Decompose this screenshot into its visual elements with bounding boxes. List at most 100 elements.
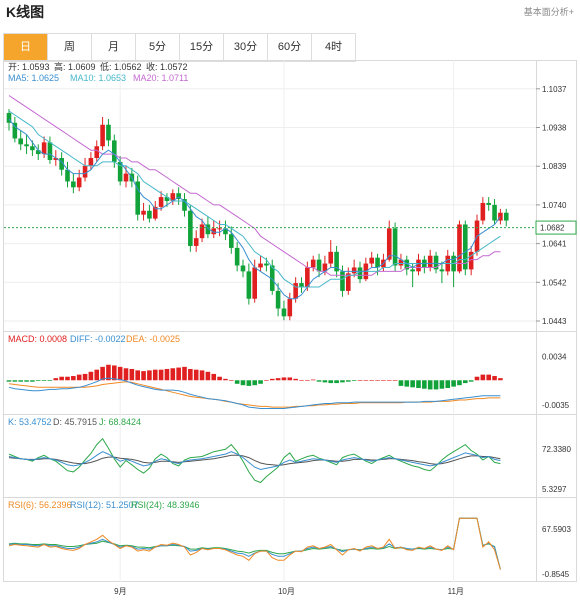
close-label: 收: 1.0572 [146, 61, 188, 72]
price-tick-label: 1.0938 [542, 124, 567, 133]
candle-body [252, 267, 257, 299]
macd-bar [141, 371, 146, 381]
tab-week[interactable]: 周 [47, 34, 91, 61]
candle-body [269, 265, 275, 291]
macd-bar [404, 380, 410, 387]
candle-body [158, 197, 164, 207]
candle-body [480, 202, 486, 221]
candle-body [223, 228, 228, 235]
macd-bar [47, 380, 53, 381]
macd-bar [422, 380, 427, 389]
diff-legend: DIFF: -0.0022 [70, 334, 126, 344]
open-label: 开: 1.0593 [8, 62, 50, 72]
candle-body [346, 273, 351, 291]
candle-body [94, 146, 100, 158]
candle-body [246, 271, 252, 299]
macd-bar [433, 380, 439, 390]
candle-body [211, 228, 217, 235]
macd-bar [76, 374, 82, 381]
tab-60min[interactable]: 60分 [267, 34, 311, 61]
kdj-tick-label: 72.3380 [542, 445, 571, 454]
macd-bar [492, 376, 497, 381]
macd-bar [480, 374, 486, 381]
macd-bar [363, 380, 369, 381]
fundamental-analysis-link[interactable]: 基本面分析+ [523, 7, 574, 17]
dea-line [8, 381, 501, 408]
candle-body [170, 193, 176, 201]
macd-bar [106, 364, 111, 381]
candle-body [240, 265, 246, 272]
dea-legend: DEA: -0.0025 [126, 334, 180, 344]
tab-15min[interactable]: 15分 [179, 34, 223, 61]
candle-body [305, 267, 310, 287]
macd-bar [205, 371, 211, 381]
macd-bar [305, 380, 310, 381]
tab-month[interactable]: 月 [91, 34, 135, 61]
candle-body [53, 158, 59, 160]
candle-body [234, 247, 240, 266]
kdj-tick-label: 5.3297 [542, 485, 567, 494]
macd-panel [6, 364, 503, 409]
candle-body [30, 146, 35, 151]
candle-body [193, 238, 199, 246]
y-axis-labels: 1.1037 1.0938 1.0839 1.0740 1.0641 1.0542 1.04… [536, 85, 571, 579]
j-line [8, 437, 501, 484]
candle-body [106, 124, 111, 141]
candle-body [71, 181, 76, 188]
macd-bar [82, 373, 88, 381]
macd-bar [351, 380, 357, 381]
macd-bar [340, 380, 345, 383]
candle-body [164, 197, 170, 201]
macd-bar [468, 380, 474, 382]
rsi-tick-label: -0.8545 [542, 570, 570, 579]
macd-bar [94, 369, 100, 381]
candle-body [468, 251, 474, 270]
price-tick-label: 1.0542 [542, 278, 567, 287]
macd-bar [59, 376, 64, 381]
candle-body [275, 290, 281, 309]
macd-bar [486, 374, 491, 381]
ma5-line [8, 118, 501, 300]
tab-4hour[interactable]: 4时 [311, 34, 355, 61]
macd-bar [223, 378, 228, 381]
tab-5min[interactable]: 5分 [135, 34, 179, 61]
macd-bar [117, 366, 123, 381]
candle-body [47, 142, 53, 160]
candle-body [123, 173, 129, 182]
x-tick-label: 11月 [448, 587, 464, 596]
high-label: 高: 1.0609 [54, 61, 96, 72]
x-tick-label: 9月 [114, 587, 126, 596]
candle-body [457, 224, 462, 272]
candle-body [392, 228, 398, 266]
macd-bar [217, 376, 222, 381]
macd-legend: MACD: 0.0008 [8, 334, 67, 344]
tab-30min[interactable]: 30分 [223, 34, 267, 61]
candle-body [258, 263, 263, 268]
macd-bar [498, 378, 503, 381]
candle-body [492, 204, 497, 221]
candle-body [152, 206, 158, 219]
tab-day[interactable]: 日 [3, 34, 47, 61]
candle-body [35, 150, 41, 155]
rsi-panel [8, 517, 501, 570]
macd-bar [316, 380, 322, 382]
candle-body [100, 124, 105, 147]
macd-bar [287, 377, 293, 381]
macd-bar [439, 380, 445, 389]
low-label: 低: 1.0562 [100, 61, 142, 72]
macd-bar [299, 380, 304, 381]
macd-bar [129, 368, 135, 381]
kdj-panel [8, 437, 501, 484]
ma-lines [8, 95, 501, 300]
period-tabs: 日 周 月 5分 15分 30分 60分 4时 [3, 33, 356, 62]
macd-bar [398, 380, 404, 386]
candle-body [199, 224, 205, 239]
macd-bar [170, 368, 176, 381]
macd-bar [123, 368, 129, 381]
candle-body [281, 308, 287, 317]
macd-bar [457, 380, 462, 386]
candle-body [229, 234, 234, 248]
macd-bar [357, 380, 363, 381]
ma5-legend: MA5: 1.0625 [8, 73, 59, 83]
